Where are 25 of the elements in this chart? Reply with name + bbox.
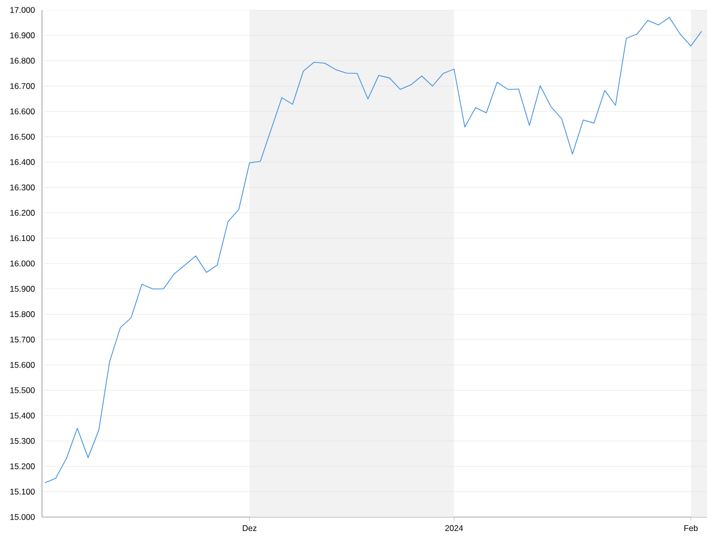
y-tick-label: 15.800 bbox=[10, 311, 35, 318]
y-tick-label: 17.000 bbox=[10, 7, 35, 13]
y-tick-label: 16.800 bbox=[10, 58, 35, 64]
y-tick-label: 15.900 bbox=[10, 286, 35, 292]
x-tick-label: 2024 bbox=[445, 525, 464, 532]
y-tick-label: 16.200 bbox=[10, 210, 35, 216]
y-tick-label: 15.700 bbox=[10, 336, 35, 342]
line-series bbox=[44, 16, 702, 484]
y-tick-label: 16.400 bbox=[10, 159, 35, 166]
y-tick-label: 15.100 bbox=[10, 488, 35, 495]
y-tick-label: 16.100 bbox=[10, 235, 35, 242]
y-tick-label: 15.600 bbox=[10, 362, 35, 368]
y-tick-label: 15.400 bbox=[10, 412, 35, 419]
x-tick-label: Feb bbox=[684, 524, 698, 532]
y-tick-label: 16.500 bbox=[10, 134, 35, 140]
y-tick-label: 16.700 bbox=[10, 83, 35, 89]
y-tick-label: 15.000 bbox=[10, 514, 35, 520]
y-tick-label: 16.000 bbox=[10, 260, 35, 266]
y-tick-label: 15.200 bbox=[10, 463, 35, 470]
y-tick-label: 16.600 bbox=[10, 108, 35, 114]
y-tick-label: 16.300 bbox=[10, 184, 35, 190]
x-tick-label: Dez bbox=[242, 525, 256, 532]
y-tick-label: 15.300 bbox=[10, 438, 35, 444]
y-tick-label: 16.900 bbox=[10, 32, 35, 38]
y-tick-label: 15.500 bbox=[10, 387, 35, 394]
